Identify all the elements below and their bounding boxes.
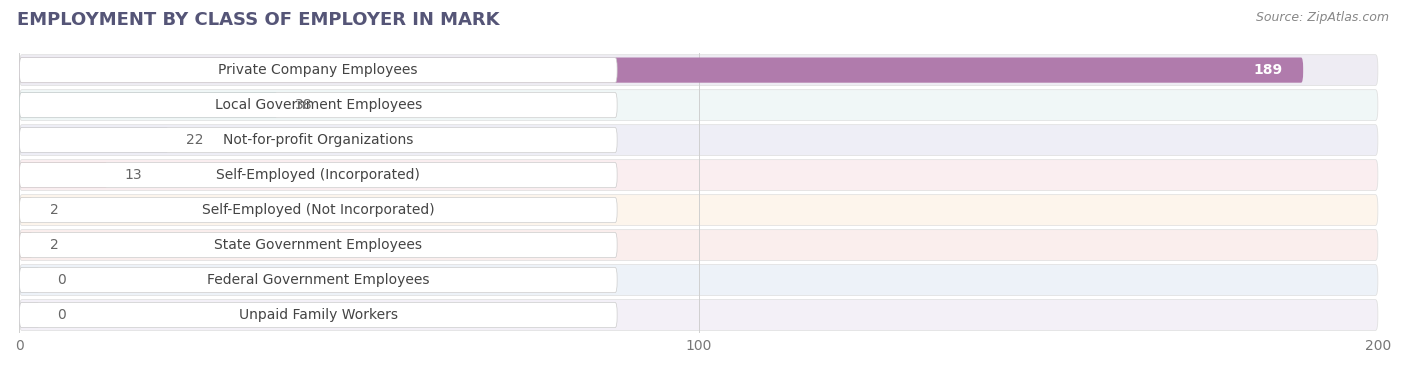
FancyBboxPatch shape <box>20 58 1303 83</box>
Text: 189: 189 <box>1254 63 1282 77</box>
FancyBboxPatch shape <box>20 265 1378 296</box>
Text: 2: 2 <box>51 203 59 217</box>
Text: EMPLOYMENT BY CLASS OF EMPLOYER IN MARK: EMPLOYMENT BY CLASS OF EMPLOYER IN MARK <box>17 11 499 29</box>
FancyBboxPatch shape <box>20 230 1378 261</box>
FancyBboxPatch shape <box>20 92 617 118</box>
Text: Source: ZipAtlas.com: Source: ZipAtlas.com <box>1256 11 1389 24</box>
FancyBboxPatch shape <box>20 232 617 258</box>
Text: 0: 0 <box>56 273 66 287</box>
Text: Federal Government Employees: Federal Government Employees <box>207 273 429 287</box>
FancyBboxPatch shape <box>20 267 617 293</box>
FancyBboxPatch shape <box>20 300 1378 331</box>
FancyBboxPatch shape <box>20 267 39 293</box>
FancyBboxPatch shape <box>20 302 39 327</box>
FancyBboxPatch shape <box>20 92 277 118</box>
Text: 0: 0 <box>56 308 66 322</box>
Text: 38: 38 <box>294 98 312 112</box>
Text: Not-for-profit Organizations: Not-for-profit Organizations <box>224 133 413 147</box>
FancyBboxPatch shape <box>20 160 1378 191</box>
FancyBboxPatch shape <box>20 162 108 188</box>
Text: 22: 22 <box>186 133 204 147</box>
Text: 13: 13 <box>125 168 142 182</box>
Text: 2: 2 <box>51 238 59 252</box>
FancyBboxPatch shape <box>20 127 169 153</box>
FancyBboxPatch shape <box>20 302 617 327</box>
Text: Self-Employed (Not Incorporated): Self-Employed (Not Incorporated) <box>202 203 434 217</box>
FancyBboxPatch shape <box>20 197 617 223</box>
Text: Unpaid Family Workers: Unpaid Family Workers <box>239 308 398 322</box>
FancyBboxPatch shape <box>20 195 1378 226</box>
FancyBboxPatch shape <box>20 232 32 258</box>
FancyBboxPatch shape <box>20 90 1378 120</box>
FancyBboxPatch shape <box>20 197 32 223</box>
FancyBboxPatch shape <box>20 162 617 188</box>
Text: State Government Employees: State Government Employees <box>214 238 422 252</box>
FancyBboxPatch shape <box>20 55 1378 85</box>
Text: Self-Employed (Incorporated): Self-Employed (Incorporated) <box>217 168 420 182</box>
FancyBboxPatch shape <box>20 58 617 83</box>
Text: Private Company Employees: Private Company Employees <box>218 63 418 77</box>
Text: Local Government Employees: Local Government Employees <box>215 98 422 112</box>
FancyBboxPatch shape <box>20 127 617 153</box>
FancyBboxPatch shape <box>20 125 1378 156</box>
